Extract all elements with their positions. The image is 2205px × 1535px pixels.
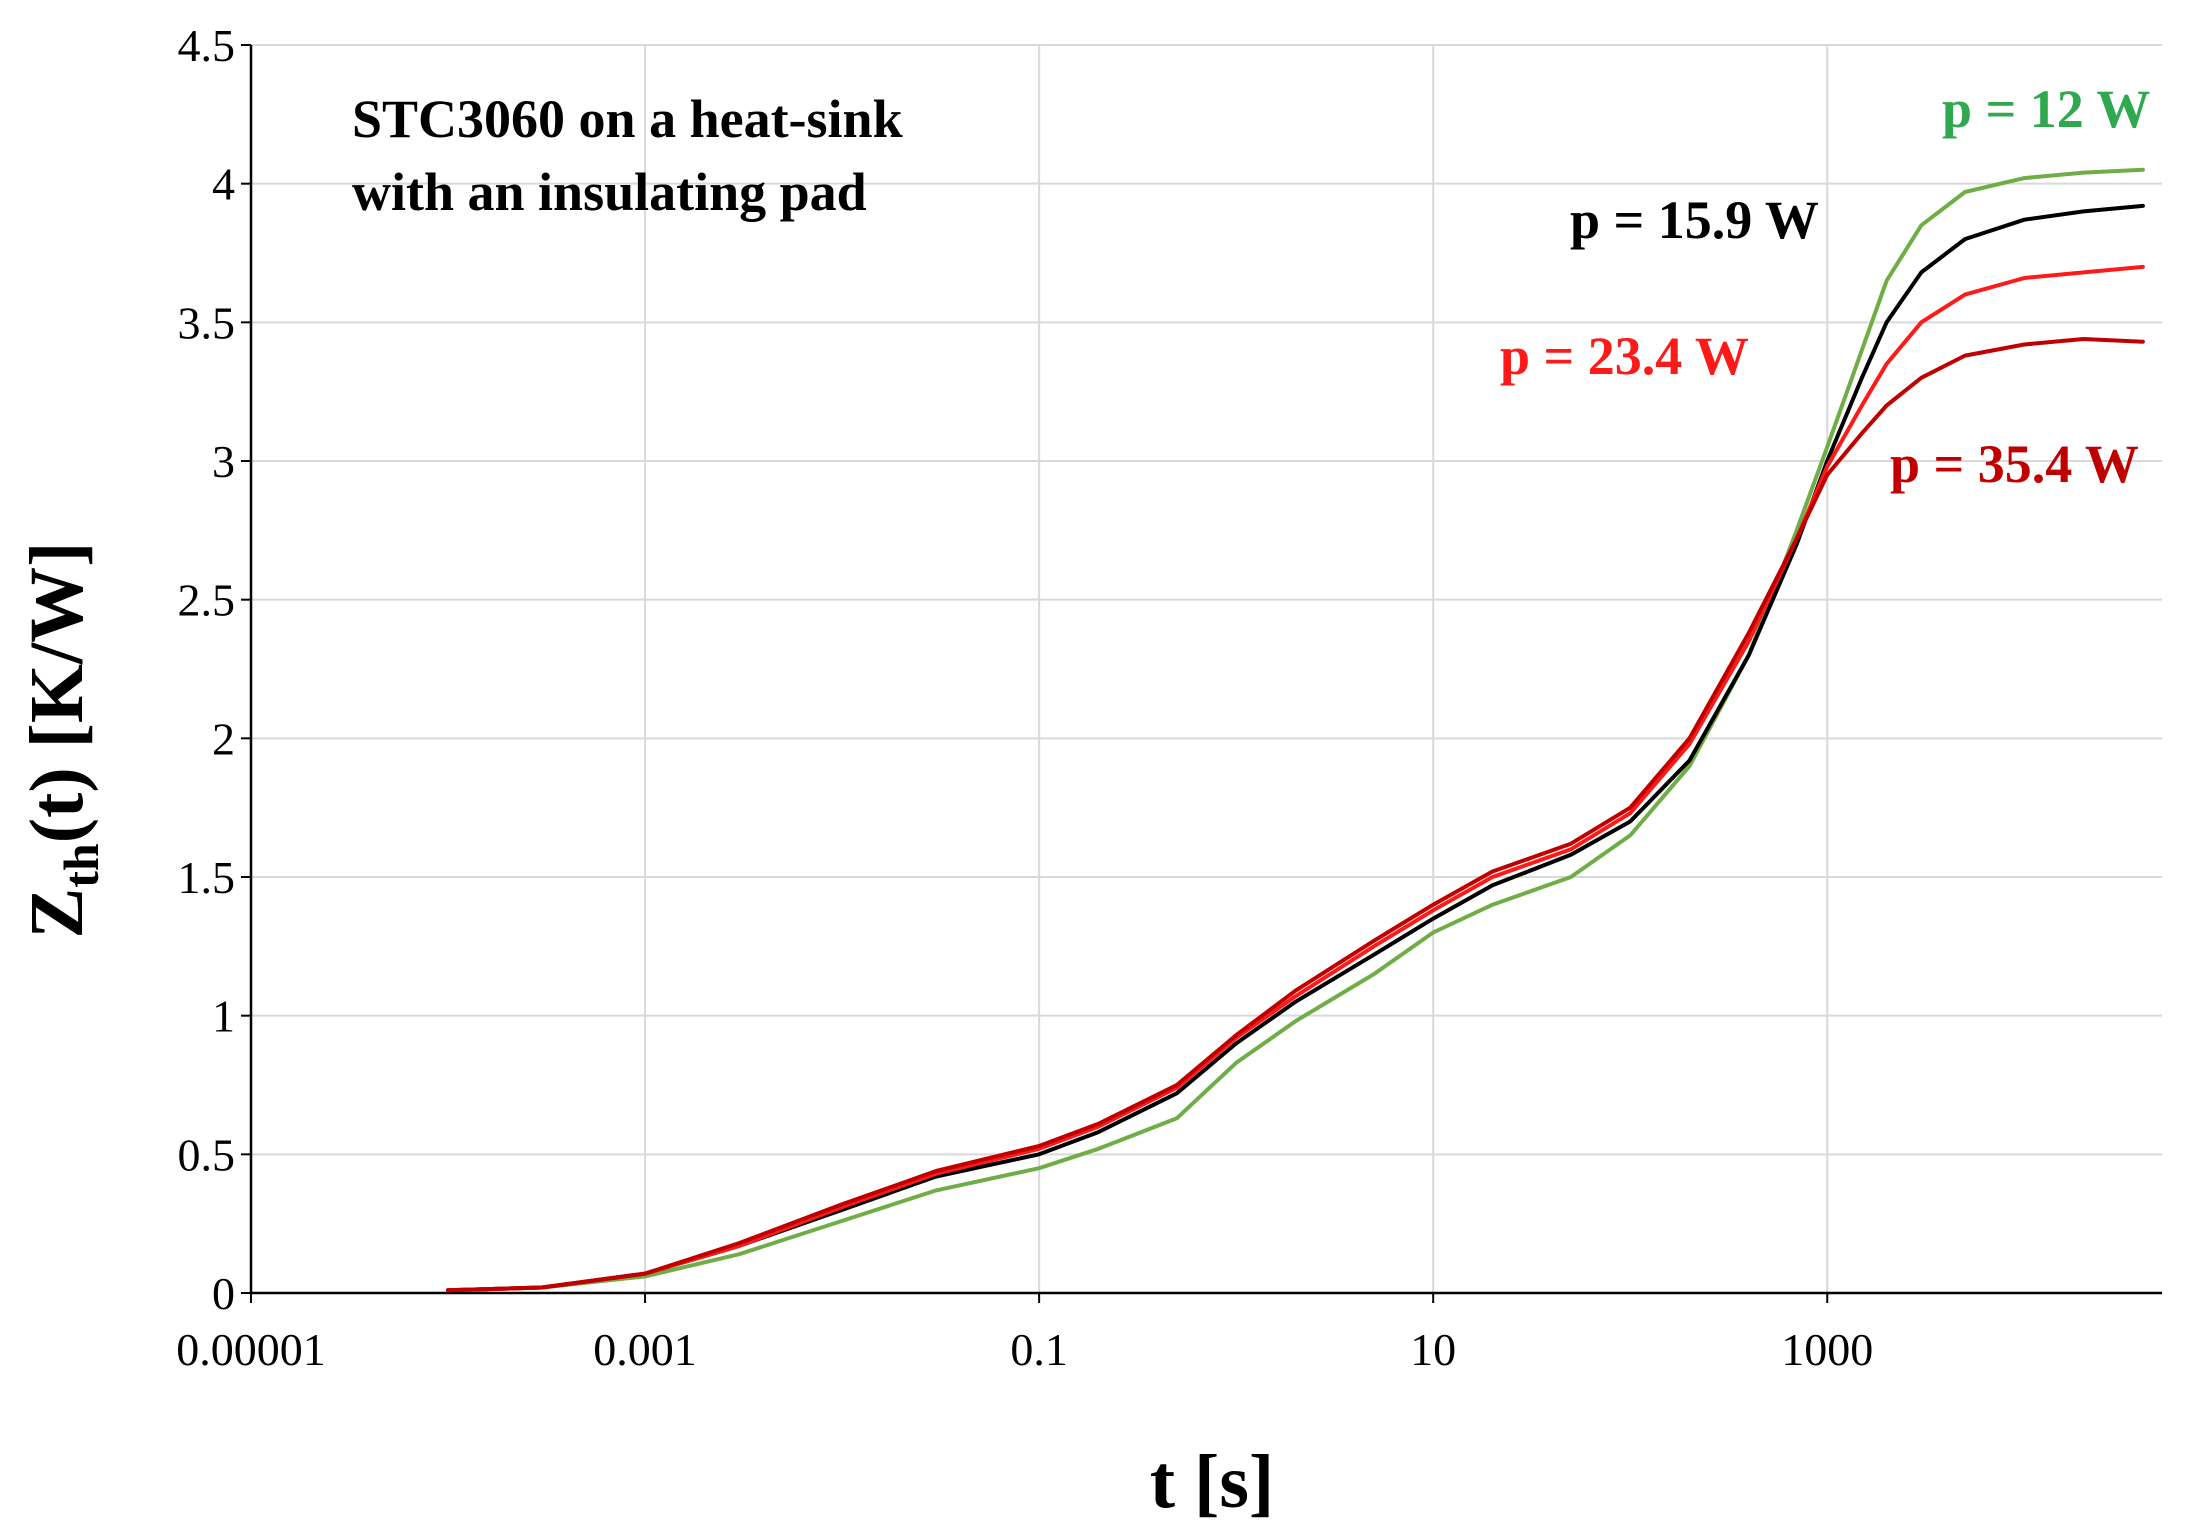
x-tick-label: 10 [1410, 1324, 1456, 1375]
annotation-line-1: STC3060 on a heat-sink [352, 89, 903, 149]
series-line-1 [446, 167, 2145, 1293]
series-lines [446, 167, 2145, 1293]
series-line-3 [446, 264, 2145, 1293]
y-tick-label: 2.5 [178, 575, 236, 626]
x-tick-label: 0.00001 [176, 1324, 326, 1375]
y-axis-title-subscript: th [53, 843, 109, 888]
x-axis-title: t [s] [1150, 1440, 1275, 1524]
axes: 0 0.5 1 1.5 2 2.5 3 3.5 4 4.5 0.00001 0.001 0.1 10 100… [176, 20, 2162, 1375]
y-tick-label: 0.5 [178, 1129, 236, 1180]
x-tick-label: 1000 [1781, 1324, 1873, 1375]
y-axis-title: Zth(t) [K/W] [15, 542, 109, 939]
y-tick-label: 1.5 [178, 852, 236, 903]
series-label-35-4w: p = 35.4 W [1890, 434, 2139, 494]
y-tick-label: 3.5 [178, 297, 236, 348]
y-tick-label: 2 [212, 713, 235, 764]
y-tick-label: 1 [212, 991, 235, 1042]
y-tick-label: 0 [212, 1268, 235, 1319]
x-tick-label: 0.001 [593, 1324, 697, 1375]
annotation-line-2: with an insulating pad [352, 162, 867, 222]
x-tick-label: 0.1 [1010, 1324, 1068, 1375]
grid-lines [251, 44, 2162, 1293]
y-axis-title-main: Z [15, 888, 99, 939]
y-tick-label: 4.5 [178, 20, 236, 71]
series-line-4 [446, 337, 2145, 1293]
series-label-23-4w: p = 23.4 W [1500, 326, 1749, 386]
y-axis-title-rest: (t) [K/W] [15, 542, 99, 844]
series-label-15-9w: p = 15.9 W [1570, 190, 1819, 250]
series-label-12w: p = 12 W [1942, 79, 2150, 139]
series-line-2 [446, 203, 2145, 1293]
y-tick-label: 3 [212, 436, 235, 487]
y-tick-label: 4 [212, 159, 235, 210]
